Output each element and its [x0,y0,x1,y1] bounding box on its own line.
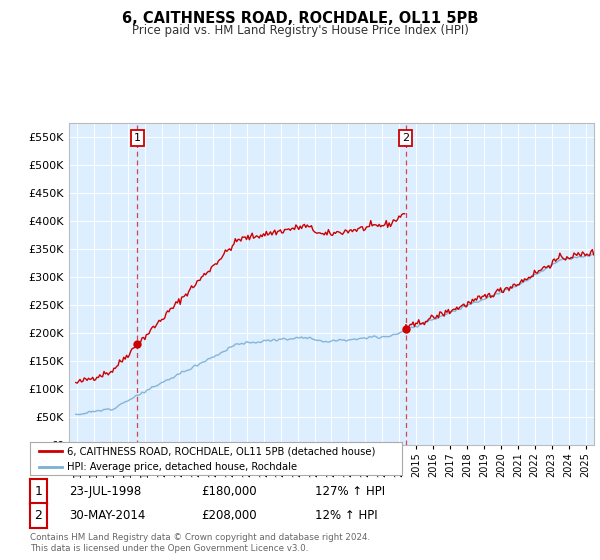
Text: 23-JUL-1998: 23-JUL-1998 [69,485,141,498]
Text: 1: 1 [134,133,141,143]
Text: 2: 2 [34,509,43,522]
Text: 127% ↑ HPI: 127% ↑ HPI [315,485,385,498]
Text: £208,000: £208,000 [201,509,257,522]
Text: 2: 2 [402,133,409,143]
Text: HPI: Average price, detached house, Rochdale: HPI: Average price, detached house, Roch… [67,463,298,473]
Text: £180,000: £180,000 [201,485,257,498]
Text: 6, CAITHNESS ROAD, ROCHDALE, OL11 5PB (detached house): 6, CAITHNESS ROAD, ROCHDALE, OL11 5PB (d… [67,446,376,456]
Text: 1: 1 [34,485,43,498]
Text: Contains HM Land Registry data © Crown copyright and database right 2024.
This d: Contains HM Land Registry data © Crown c… [30,533,370,553]
Text: Price paid vs. HM Land Registry's House Price Index (HPI): Price paid vs. HM Land Registry's House … [131,24,469,36]
Text: 30-MAY-2014: 30-MAY-2014 [69,509,145,522]
Text: 6, CAITHNESS ROAD, ROCHDALE, OL11 5PB: 6, CAITHNESS ROAD, ROCHDALE, OL11 5PB [122,11,478,26]
Text: 12% ↑ HPI: 12% ↑ HPI [315,509,377,522]
